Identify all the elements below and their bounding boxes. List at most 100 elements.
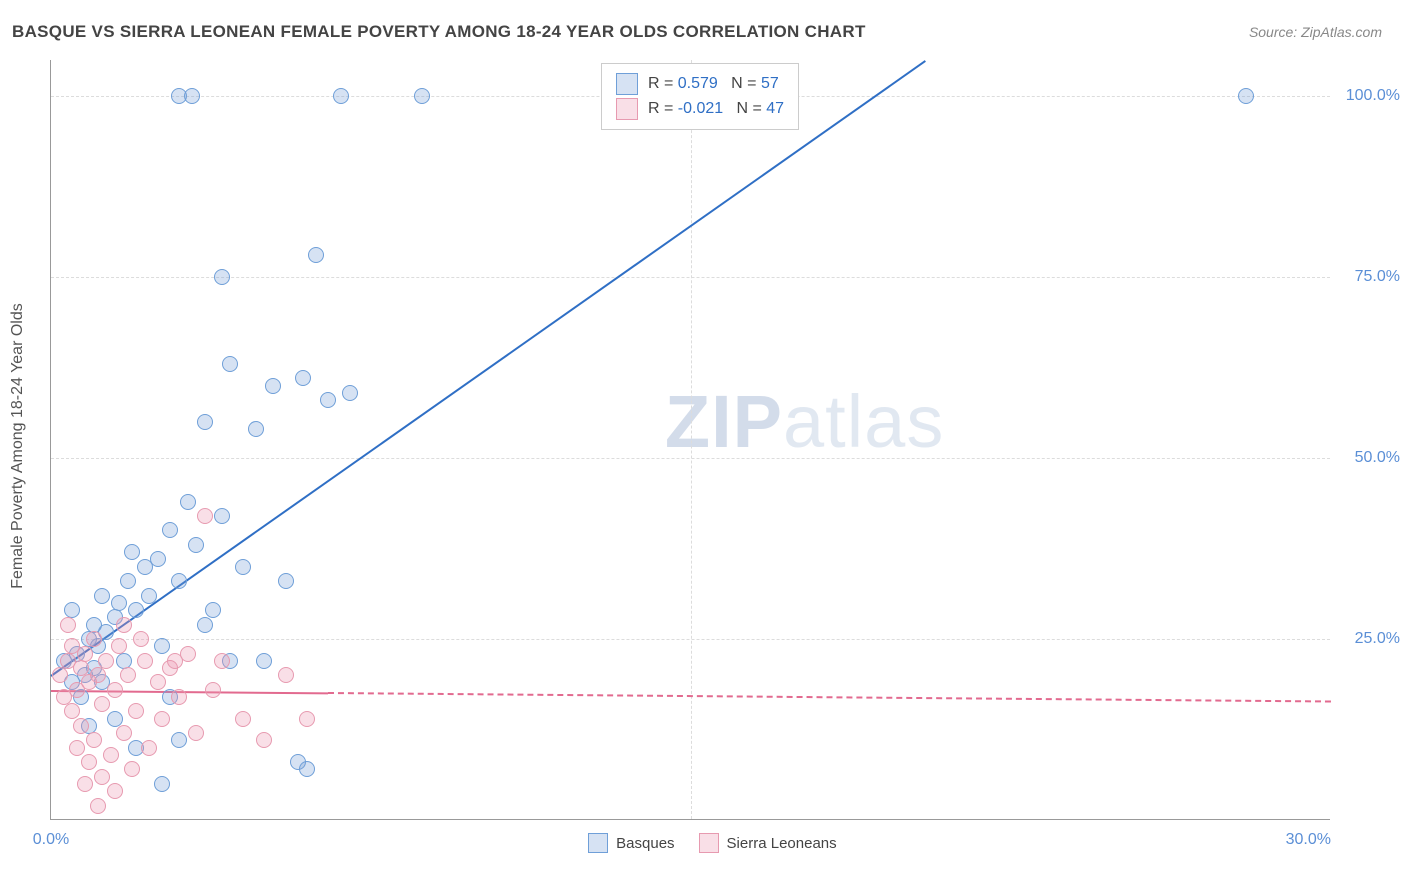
source-attribution: Source: ZipAtlas.com: [1249, 24, 1382, 40]
data-point: [1238, 88, 1254, 104]
data-point: [77, 646, 93, 662]
data-point: [94, 769, 110, 785]
data-point: [265, 378, 281, 394]
legend-label: Sierra Leoneans: [727, 835, 837, 852]
data-point: [197, 414, 213, 430]
data-point: [308, 247, 324, 263]
data-point: [107, 711, 123, 727]
data-point: [205, 602, 221, 618]
data-point: [128, 602, 144, 618]
stats-text: R = -0.021 N = 47: [648, 100, 784, 118]
data-point: [188, 725, 204, 741]
data-point: [94, 696, 110, 712]
watermark-zip: ZIP: [665, 380, 783, 463]
chart-title: BASQUE VS SIERRA LEONEAN FEMALE POVERTY …: [12, 22, 866, 42]
data-point: [137, 653, 153, 669]
data-point: [154, 776, 170, 792]
data-point: [414, 88, 430, 104]
data-point: [235, 559, 251, 575]
data-point: [171, 689, 187, 705]
data-point: [81, 754, 97, 770]
data-point: [278, 573, 294, 589]
data-point: [205, 682, 221, 698]
data-point: [154, 638, 170, 654]
legend-swatch: [588, 833, 608, 853]
data-point: [69, 740, 85, 756]
data-point: [171, 573, 187, 589]
data-point: [278, 667, 294, 683]
data-point: [77, 776, 93, 792]
data-point: [128, 703, 144, 719]
data-point: [64, 703, 80, 719]
data-point: [120, 667, 136, 683]
data-point: [197, 508, 213, 524]
data-point: [214, 508, 230, 524]
data-point: [162, 522, 178, 538]
data-point: [222, 356, 238, 372]
y-tick-label: 100.0%: [1340, 87, 1400, 105]
y-tick-label: 50.0%: [1340, 449, 1400, 467]
data-point: [197, 617, 213, 633]
data-point: [342, 385, 358, 401]
data-point: [141, 588, 157, 604]
stats-text: R = 0.579 N = 57: [648, 75, 779, 93]
gridline-vertical: [691, 60, 692, 819]
legend-swatch: [616, 73, 638, 95]
data-point: [52, 667, 68, 683]
data-point: [124, 761, 140, 777]
data-point: [116, 653, 132, 669]
data-point: [86, 631, 102, 647]
data-point: [171, 732, 187, 748]
data-point: [333, 88, 349, 104]
data-point: [107, 682, 123, 698]
data-point: [188, 537, 204, 553]
data-point: [120, 573, 136, 589]
legend-item: Basques: [588, 833, 674, 853]
data-point: [73, 718, 89, 734]
watermark: ZIPatlas: [665, 379, 944, 464]
data-point: [90, 667, 106, 683]
data-point: [73, 660, 89, 676]
data-point: [167, 653, 183, 669]
stats-row: R = 0.579 N = 57: [616, 73, 784, 95]
x-tick-label: 0.0%: [33, 831, 69, 849]
data-point: [103, 747, 119, 763]
legend-swatch: [699, 833, 719, 853]
watermark-atlas: atlas: [783, 380, 944, 463]
stats-row: R = -0.021 N = 47: [616, 98, 784, 120]
legend-label: Basques: [616, 835, 674, 852]
data-point: [154, 711, 170, 727]
plot-area: ZIPatlas 25.0%50.0%75.0%100.0%0.0%30.0%R…: [50, 60, 1330, 820]
data-point: [235, 711, 251, 727]
data-point: [133, 631, 149, 647]
data-point: [320, 392, 336, 408]
data-point: [116, 725, 132, 741]
data-point: [184, 88, 200, 104]
data-point: [256, 732, 272, 748]
y-tick-label: 75.0%: [1340, 268, 1400, 286]
correlation-stats-box: R = 0.579 N = 57 R = -0.021 N = 47: [601, 63, 799, 130]
y-axis-label: Female Poverty Among 18-24 Year Olds: [9, 303, 27, 589]
data-point: [111, 638, 127, 654]
data-point: [150, 674, 166, 690]
data-point: [90, 798, 106, 814]
legend-swatch: [616, 98, 638, 120]
legend-item: Sierra Leoneans: [699, 833, 837, 853]
data-point: [98, 653, 114, 669]
data-point: [94, 588, 110, 604]
chart-legend: Basques Sierra Leoneans: [588, 833, 836, 853]
trend-line: [328, 692, 1331, 703]
x-tick-label: 30.0%: [1286, 831, 1331, 849]
data-point: [116, 617, 132, 633]
data-point: [299, 711, 315, 727]
data-point: [248, 421, 264, 437]
data-point: [150, 551, 166, 567]
data-point: [141, 740, 157, 756]
data-point: [214, 269, 230, 285]
data-point: [299, 761, 315, 777]
data-point: [60, 617, 76, 633]
data-point: [124, 544, 140, 560]
data-point: [107, 783, 123, 799]
data-point: [256, 653, 272, 669]
data-point: [180, 494, 196, 510]
